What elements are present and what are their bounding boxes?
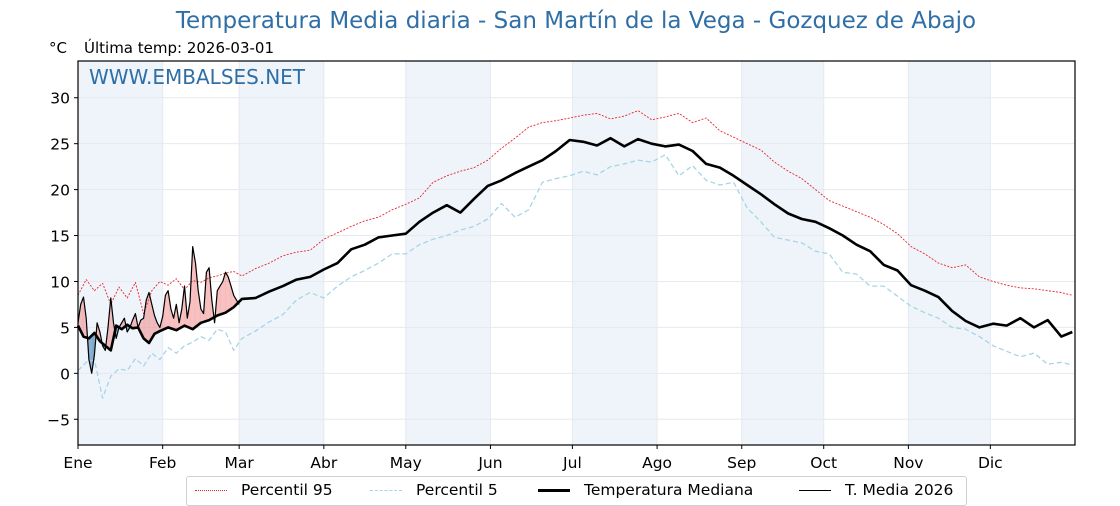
legend-swatch-p5 bbox=[370, 490, 402, 491]
month-band bbox=[742, 61, 824, 445]
month-band bbox=[908, 61, 990, 445]
month-band bbox=[78, 61, 163, 445]
x-tick-label: Oct bbox=[810, 454, 837, 472]
x-tick-label: Nov bbox=[893, 454, 923, 472]
month-bands bbox=[78, 61, 990, 445]
legend-item-median: Temperatura Mediana bbox=[538, 481, 753, 499]
y-tick-label: 30 bbox=[50, 90, 70, 108]
y-tick-label: 0 bbox=[60, 365, 70, 383]
y-tick-label: 15 bbox=[50, 228, 70, 246]
legend-label-year: T. Media 2026 bbox=[845, 481, 953, 499]
y-tick-label: −5 bbox=[47, 411, 70, 429]
x-tick-label: Feb bbox=[149, 454, 176, 472]
x-tick-label: Ene bbox=[63, 454, 92, 472]
legend-item-year: T. Media 2026 bbox=[799, 481, 953, 499]
month-band bbox=[572, 61, 657, 445]
legend-label-p95: Percentil 95 bbox=[241, 481, 333, 499]
month-band bbox=[239, 61, 324, 445]
x-tick-label: Jun bbox=[477, 454, 502, 472]
legend-label-p5: Percentil 5 bbox=[416, 481, 498, 499]
x-tick-label: Ago bbox=[642, 454, 672, 472]
x-tick-label: Dic bbox=[978, 454, 1003, 472]
x-tick-label: Mar bbox=[225, 454, 255, 472]
x-tick-label: May bbox=[390, 454, 422, 472]
y-tick-label: 5 bbox=[60, 319, 70, 337]
watermark: WWW.EMBALSES.NET bbox=[89, 65, 306, 89]
x-tick-label: Abr bbox=[310, 454, 337, 472]
legend-item-p5: Percentil 5 bbox=[370, 481, 498, 499]
legend-item-p95: Percentil 95 bbox=[195, 481, 333, 499]
legend-swatch-year bbox=[799, 490, 831, 491]
legend-swatch-p95 bbox=[195, 490, 227, 491]
x-tick-label: Sep bbox=[727, 454, 756, 472]
legend-swatch-median bbox=[538, 489, 570, 492]
legend-label-median: Temperatura Mediana bbox=[584, 481, 753, 499]
y-tick-label: 25 bbox=[50, 136, 70, 154]
month-band bbox=[406, 61, 491, 445]
y-axis: −5 0 5 10 15 20 25 30 bbox=[47, 90, 78, 430]
y-tick-label: 10 bbox=[50, 273, 70, 291]
y-tick-label: 20 bbox=[50, 182, 70, 200]
x-tick-label: Jul bbox=[562, 454, 582, 472]
legend: Percentil 95 Percentil 5 Temperatura Med… bbox=[186, 476, 967, 506]
x-axis: Ene Feb Mar Abr May Jun Jul Ago Sep Oct Nov Dic bbox=[63, 445, 1002, 472]
